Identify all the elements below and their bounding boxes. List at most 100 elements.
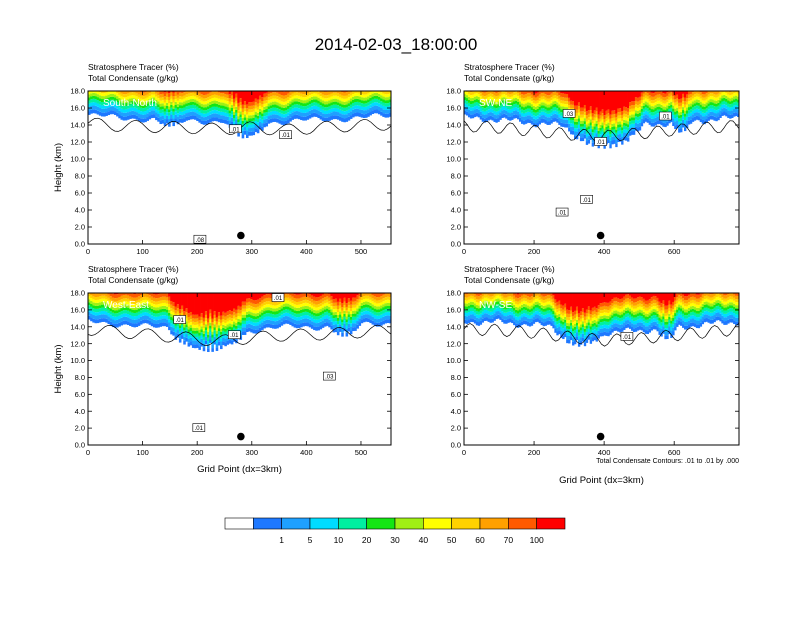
legend-swatch	[423, 518, 451, 529]
x-tick-label: 300	[246, 448, 259, 457]
y-tick-label: 4.0	[75, 206, 85, 215]
y-axis-label: Height (km)	[53, 143, 64, 192]
x-tick-label: 200	[528, 247, 541, 256]
legend-label: 60	[475, 535, 485, 545]
y-tick-label: 10.0	[70, 356, 85, 365]
y-tick-label: 6.0	[451, 390, 461, 399]
x-tick-label: 200	[528, 448, 541, 457]
legend-swatch	[282, 518, 310, 529]
x-axis-label: Grid Point (dx=3km)	[197, 464, 282, 475]
legend-label: 20	[362, 535, 372, 545]
y-tick-label: 4.0	[451, 407, 461, 416]
y-tick-label: 6.0	[75, 189, 85, 198]
y-tick-label: 0.0	[451, 240, 461, 249]
location-marker	[597, 433, 605, 441]
cross-section-label: SW-NE	[479, 98, 512, 109]
legend-label: 70	[504, 535, 514, 545]
y-tick-label: 4.0	[75, 407, 85, 416]
legend-label: 50	[447, 535, 457, 545]
panel-field-subtitle: Total Condensate (g/kg)	[464, 73, 554, 83]
legend-label: 40	[419, 535, 429, 545]
x-tick-label: 100	[136, 247, 149, 256]
legend-swatch	[225, 518, 253, 529]
legend-label: 5	[308, 535, 313, 545]
y-tick-label: 14.0	[70, 322, 85, 331]
contour-label: .01	[558, 211, 567, 217]
x-tick-label: 600	[668, 448, 681, 457]
y-tick-label: 14.0	[446, 322, 461, 331]
legend-label: 100	[530, 535, 544, 545]
panel-field-subtitle: Total Condensate (g/kg)	[88, 275, 178, 285]
x-tick-label: 0	[86, 247, 90, 256]
location-marker	[237, 433, 245, 441]
panel-field-title: Stratosphere Tracer (%)	[88, 62, 179, 72]
legend-swatch	[537, 518, 565, 529]
panel-field-title: Stratosphere Tracer (%)	[464, 264, 555, 274]
legend-label: 1	[279, 535, 284, 545]
legend-swatch	[338, 518, 366, 529]
contour-label: .08	[196, 238, 205, 244]
y-tick-label: 8.0	[451, 373, 461, 382]
contour-label: .01	[230, 333, 239, 339]
y-tick-label: 12.0	[70, 339, 85, 348]
y-tick-label: 18.0	[70, 289, 85, 298]
y-tick-label: 16.0	[446, 305, 461, 314]
y-tick-label: 12.0	[446, 138, 461, 147]
y-tick-label: 16.0	[70, 104, 85, 113]
x-tick-label: 200	[191, 448, 204, 457]
y-tick-label: 12.0	[70, 138, 85, 147]
panels: 0.0 2.0 4.0 6.0 8.0 10.0 12.0 14.0 16.0 18.0 0 100 2…	[53, 62, 739, 486]
legend-swatch	[508, 518, 536, 529]
contour-label: .01	[582, 198, 591, 204]
legend-swatch	[253, 518, 281, 529]
x-tick-label: 400	[300, 247, 313, 256]
main-title: 2014-02-03_18:00:00	[315, 35, 478, 54]
x-axis-label: Grid Point (dx=3km)	[559, 475, 644, 486]
contour-label: .03	[325, 375, 334, 381]
legend-label: 30	[390, 535, 400, 545]
contour-label: .01	[596, 140, 605, 146]
y-tick-label: 8.0	[75, 172, 85, 181]
y-tick-label: 6.0	[451, 189, 461, 198]
contour-label: .01	[281, 133, 290, 139]
contour-label: .01	[661, 115, 670, 121]
cross-section-label: NW-SE	[479, 300, 512, 311]
y-tick-label: 10.0	[446, 356, 461, 365]
y-tick-label: 10.0	[446, 155, 461, 164]
y-tick-label: 14.0	[446, 121, 461, 130]
x-tick-label: 200	[191, 247, 204, 256]
legend-swatch	[310, 518, 338, 529]
panel-field-title: Stratosphere Tracer (%)	[88, 264, 179, 274]
x-tick-label: 500	[355, 247, 368, 256]
y-tick-label: 0.0	[75, 441, 85, 450]
contour-label: .01	[231, 127, 240, 133]
location-marker	[597, 232, 605, 240]
contour-label: .01	[195, 426, 204, 432]
legend-label: 10	[334, 535, 344, 545]
y-tick-label: 12.0	[446, 339, 461, 348]
x-tick-label: 0	[462, 247, 466, 256]
y-tick-label: 2.0	[451, 223, 461, 232]
y-axis-label: Height (km)	[53, 344, 64, 393]
y-tick-label: 18.0	[446, 289, 461, 298]
x-tick-label: 0	[462, 448, 466, 457]
x-tick-label: 500	[355, 448, 368, 457]
y-tick-label: 8.0	[451, 172, 461, 181]
contour-label: .01	[274, 296, 283, 302]
panel-field-title: Stratosphere Tracer (%)	[464, 62, 555, 72]
y-tick-label: 4.0	[451, 206, 461, 215]
contour-note: Total Condensate Contours: .01 to .01 by…	[596, 458, 739, 465]
y-tick-label: 16.0	[446, 104, 461, 113]
y-tick-label: 2.0	[75, 223, 85, 232]
x-tick-label: 400	[300, 448, 313, 457]
x-tick-label: 600	[668, 247, 681, 256]
y-tick-label: 0.0	[451, 441, 461, 450]
y-tick-label: 16.0	[70, 305, 85, 314]
color-legend: 1 5 10 20 30 40 50 60 70 100	[225, 518, 565, 545]
y-tick-label: 2.0	[451, 424, 461, 433]
y-tick-label: 0.0	[75, 240, 85, 249]
